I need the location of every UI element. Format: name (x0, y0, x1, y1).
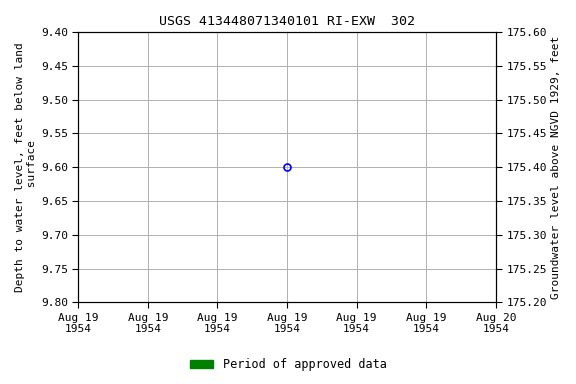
Y-axis label: Depth to water level, feet below land
 surface: Depth to water level, feet below land su… (15, 42, 37, 292)
Y-axis label: Groundwater level above NGVD 1929, feet: Groundwater level above NGVD 1929, feet (551, 36, 561, 299)
Title: USGS 413448071340101 RI-EXW  302: USGS 413448071340101 RI-EXW 302 (159, 15, 415, 28)
Legend: Period of approved data: Period of approved data (185, 354, 391, 376)
